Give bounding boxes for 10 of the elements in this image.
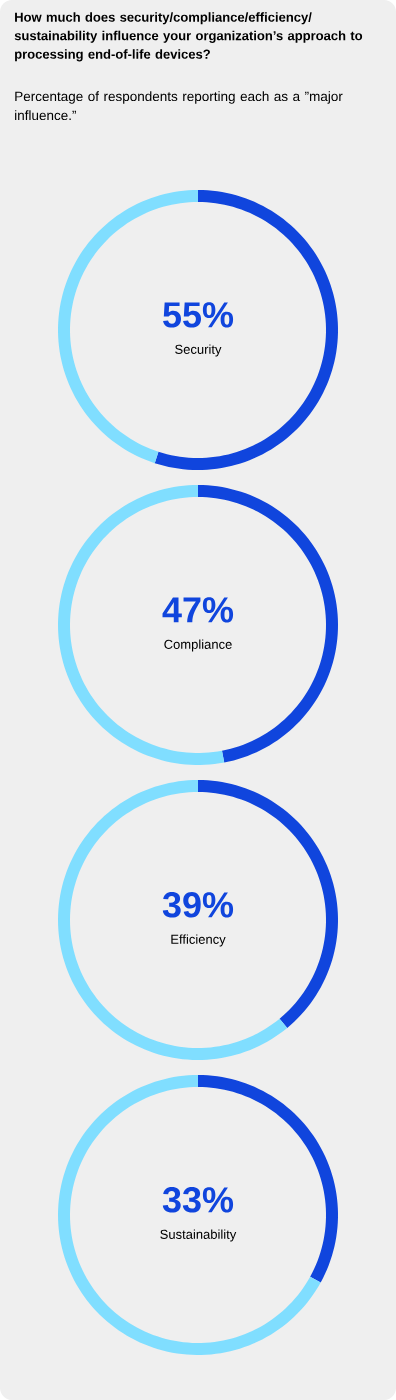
text: Efficiency bbox=[171, 934, 226, 947]
text: Compliance bbox=[164, 639, 232, 652]
data-label: 47% bbox=[162, 597, 234, 623]
text: Percentage of respondents reporting each as a ”major influence.” bbox=[15, 91, 343, 121]
text: Security bbox=[175, 344, 222, 357]
data-label: 55% bbox=[163, 302, 234, 328]
text: Sustainability bbox=[160, 1229, 237, 1242]
data-label: 39% bbox=[162, 892, 234, 918]
data-label: 33% bbox=[162, 1187, 234, 1213]
text: How much does security/compliance/efficiency/ sustainability influence your organization’s approach to processing end-of-life devices? bbox=[14, 12, 363, 62]
